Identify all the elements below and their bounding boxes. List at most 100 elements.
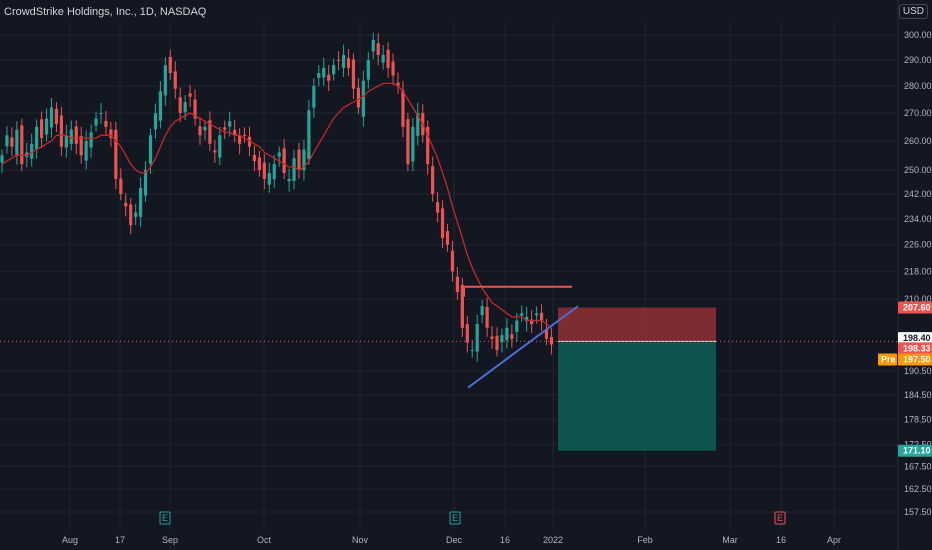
candle-body	[263, 163, 266, 179]
time-tick-label: 2022	[543, 535, 563, 545]
candle-body	[268, 173, 271, 185]
candle-body	[307, 110, 310, 159]
candle-body	[174, 71, 177, 88]
price-tick-label: 300.00	[904, 30, 932, 40]
earnings-marker-label: E	[777, 513, 783, 523]
candle-body	[456, 277, 459, 292]
candle-body	[372, 40, 375, 51]
candle-body	[495, 336, 498, 350]
price-tag-label: 171.10	[903, 446, 931, 456]
pre-market-label: Pre	[881, 354, 896, 364]
stop-loss-zone	[558, 308, 716, 342]
time-tick-label: Feb	[637, 535, 653, 545]
time-tick-label: Nov	[352, 535, 369, 545]
candle-body	[20, 125, 23, 164]
price-tick-label: 280.00	[904, 81, 932, 91]
candle-body	[243, 135, 246, 136]
time-axis: Aug 17 Sep Oct Nov Dec 16 2022 Feb Mar 16 Apr E E E	[62, 512, 841, 545]
candle-body	[505, 328, 508, 341]
candle-body	[471, 350, 474, 351]
candle-body	[391, 62, 394, 76]
candle-body	[466, 324, 469, 342]
candle-body	[129, 205, 132, 226]
candle-body	[159, 91, 162, 120]
price-tag-label: 197.50	[903, 354, 931, 364]
grid	[0, 22, 898, 530]
price-tag-label: 198.40	[903, 333, 931, 343]
price-tick-label: 226.00	[904, 240, 932, 250]
candle-body	[436, 202, 439, 212]
price-tag-label: 198.33	[903, 343, 931, 353]
candle-body	[80, 136, 83, 155]
time-tick-label: 16	[500, 535, 510, 545]
candle-body	[85, 141, 88, 161]
candle-body	[94, 118, 97, 125]
candle-body	[337, 60, 340, 61]
candle-body	[55, 109, 58, 124]
candle-body	[490, 336, 493, 338]
candle-body	[510, 334, 513, 339]
candle-body	[332, 65, 335, 74]
candle-body	[288, 179, 291, 181]
candle-body	[45, 118, 48, 134]
price-tick-label: 184.50	[904, 390, 932, 400]
candle-body	[406, 119, 409, 164]
candle-body	[35, 127, 38, 150]
candle-body	[446, 231, 449, 245]
candle-body	[149, 135, 152, 163]
price-tick-label: 242.00	[904, 189, 932, 199]
candle-body	[124, 203, 127, 207]
candle-body	[312, 86, 315, 108]
candle-body	[184, 102, 187, 112]
candle-body	[367, 60, 370, 79]
price-tick-label: 162.50	[904, 484, 932, 494]
candle-body	[90, 132, 93, 147]
candle-body	[520, 313, 523, 315]
candle-body	[401, 90, 404, 126]
candle-body	[540, 313, 543, 321]
candle-body	[357, 88, 360, 108]
position-zones	[558, 308, 716, 451]
candle-body	[352, 59, 355, 88]
time-tick-label: 17	[115, 535, 125, 545]
candle-body	[50, 108, 53, 128]
earnings-marker-label: E	[452, 513, 458, 523]
candle-body	[327, 75, 330, 81]
candle-body	[40, 119, 43, 138]
candle-body	[382, 55, 385, 63]
candle-body	[322, 68, 325, 78]
price-tick-label: 190.50	[904, 366, 932, 376]
time-tick-label: Dec	[446, 535, 463, 545]
candle-body	[60, 115, 63, 146]
earnings-marker-label: E	[162, 513, 168, 523]
candle-body	[203, 127, 206, 130]
candle-body	[347, 58, 350, 68]
candle-body	[431, 166, 434, 194]
candle-body	[297, 150, 300, 170]
candle-body	[476, 324, 479, 351]
candle-body	[15, 130, 18, 155]
candle-body	[139, 188, 142, 217]
candle-body	[535, 313, 538, 315]
candle-body	[218, 135, 221, 157]
price-tick-label: 234.00	[904, 214, 932, 224]
candle-body	[292, 158, 295, 181]
candle-body	[387, 50, 390, 68]
candle-body	[411, 127, 414, 162]
candle-body	[75, 127, 78, 144]
candle-body	[441, 208, 444, 238]
time-tick-label: Aug	[62, 535, 78, 545]
take-profit-zone	[558, 341, 716, 450]
candle-body	[342, 55, 345, 68]
candle-body	[104, 121, 107, 127]
candle-body	[283, 148, 286, 173]
price-axis: 300.00290.00280.00270.00260.00250.00242.…	[878, 0, 932, 550]
candle-body	[550, 337, 553, 344]
candle-body	[134, 213, 137, 217]
candle-body	[258, 157, 261, 170]
candle-body	[169, 57, 172, 73]
candle-body	[238, 136, 241, 144]
price-tick-label: 250.00	[904, 165, 932, 175]
